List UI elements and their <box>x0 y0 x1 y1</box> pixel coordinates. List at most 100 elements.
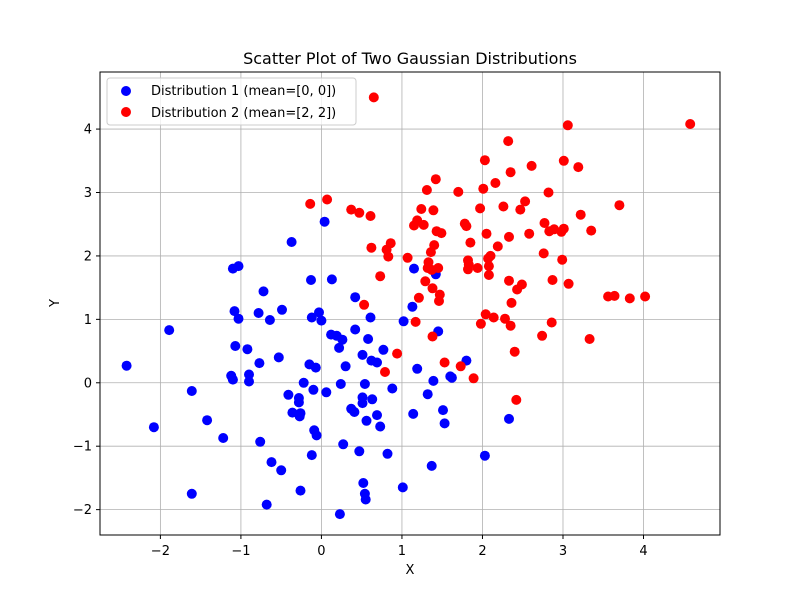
scatter-point-distribution-1 <box>227 374 238 385</box>
scatter-point-distribution-1 <box>334 509 345 520</box>
scatter-point-distribution-2 <box>375 271 386 282</box>
scatter-point-distribution-2 <box>480 309 491 320</box>
scatter-point-distribution-2 <box>430 174 441 185</box>
scatter-point-distribution-1 <box>372 357 382 368</box>
scatter-point-distribution-2 <box>439 357 450 368</box>
scatter-point-distribution-1 <box>337 334 348 345</box>
scatter-point-distribution-2 <box>420 276 431 287</box>
scatter-point-distribution-2 <box>359 299 370 310</box>
scatter-point-distribution-1 <box>242 344 253 355</box>
scatter-point-distribution-2 <box>492 241 503 252</box>
scatter-point-distribution-2 <box>504 231 514 242</box>
scatter-point-distribution-1 <box>357 349 368 360</box>
scatter-point-distribution-1 <box>258 286 269 297</box>
scatter-point-distribution-2 <box>465 237 476 248</box>
scatter-point-distribution-1 <box>164 325 175 336</box>
scatter-point-distribution-1 <box>439 418 450 429</box>
legend-label-distribution-2: Distribution 2 (mean=[2, 2]) <box>151 106 336 121</box>
plot-frame <box>99 71 721 536</box>
scatter-point-distribution-2 <box>475 318 486 329</box>
scatter-point-distribution-2 <box>383 251 394 262</box>
scatter-point-distribution-1 <box>408 408 419 419</box>
legend-marker-distribution-1 <box>121 86 131 96</box>
scatter-point-distribution-1 <box>382 448 393 459</box>
scatter-point-distribution-1 <box>375 421 386 432</box>
scatter-point-distribution-1 <box>326 274 337 285</box>
scatter-point-distribution-1 <box>321 387 332 398</box>
scatter-point-distribution-2 <box>575 209 586 220</box>
scatter-point-distribution-2 <box>586 225 597 236</box>
x-tick-label: −2 <box>151 544 170 559</box>
scatter-point-distribution-2 <box>413 292 424 303</box>
scatter-point-distribution-2 <box>468 373 479 384</box>
scatter-point-distribution-1 <box>306 275 316 285</box>
scatter-point-distribution-2 <box>402 252 413 263</box>
scatter-point-distribution-2 <box>505 320 516 331</box>
scatter-point-distribution-1 <box>349 407 360 417</box>
scatter-point-distribution-1 <box>286 237 297 247</box>
scatter-point-distribution-2 <box>547 275 558 285</box>
scatter-point-distribution-1 <box>367 394 378 405</box>
scatter-point-distribution-1 <box>354 446 365 457</box>
data-points <box>121 92 696 520</box>
legend-marker-distribution-2 <box>121 107 131 117</box>
scatter-point-distribution-2 <box>511 394 522 405</box>
scatter-point-distribution-2 <box>365 211 376 221</box>
y-tick-label: 4 <box>84 123 92 138</box>
y-tick-label: −2 <box>73 503 92 518</box>
scatter-point-distribution-2 <box>418 219 429 230</box>
scatter-point-distribution-1 <box>340 361 351 372</box>
scatter-point-distribution-2 <box>524 228 535 239</box>
scatter-point-distribution-2 <box>557 254 568 265</box>
y-tick-label: 2 <box>84 249 92 264</box>
scatter-point-distribution-2 <box>427 283 438 294</box>
scatter-point-distribution-1 <box>293 397 304 408</box>
scatter-point-distribution-1 <box>266 457 277 468</box>
scatter-point-distribution-2 <box>483 270 494 280</box>
scatter-point-distribution-1 <box>306 450 317 461</box>
scatter-point-distribution-1 <box>365 312 376 323</box>
scatter-point-distribution-2 <box>558 223 569 234</box>
scatter-point-distribution-2 <box>421 185 432 195</box>
scatter-point-distribution-2 <box>506 297 517 308</box>
scatter-point-distribution-1 <box>295 408 306 419</box>
scatter-point-distribution-2 <box>434 289 445 300</box>
scatter-point-distribution-1 <box>316 315 327 326</box>
scatter-point-distribution-1 <box>255 436 266 447</box>
scatter-point-distribution-1 <box>504 413 514 424</box>
chart-title: Scatter Plot of Two Gaussian Distributio… <box>243 49 577 68</box>
scatter-point-distribution-1 <box>372 410 382 421</box>
x-tick-label: 2 <box>478 544 486 559</box>
scatter-point-distribution-2 <box>526 160 537 171</box>
scatter-point-distribution-2 <box>429 240 440 251</box>
scatter-point-distribution-2 <box>509 346 520 357</box>
scatter-point-distribution-1 <box>426 460 437 471</box>
scatter-point-distribution-2 <box>428 205 439 216</box>
x-tick-label: 3 <box>559 544 567 559</box>
scatter-point-distribution-1 <box>319 216 330 227</box>
scatter-point-distribution-2 <box>368 92 379 103</box>
y-axis-ticks: −2 −1 0 1 2 3 4 <box>73 123 100 518</box>
scatter-point-distribution-2 <box>563 278 574 289</box>
scatter-point-distribution-1 <box>358 478 369 488</box>
scatter-point-distribution-2 <box>488 312 499 323</box>
scatter-point-distribution-1 <box>398 316 409 327</box>
scatter-point-distribution-1 <box>350 324 361 335</box>
scatter-point-distribution-2 <box>436 228 447 239</box>
scatter-point-distribution-2 <box>515 204 526 215</box>
scatter-point-distribution-2 <box>504 275 514 286</box>
scatter-point-distribution-1 <box>360 494 371 505</box>
scatter-point-distribution-2 <box>483 261 494 272</box>
scatter-point-distribution-1 <box>273 352 284 363</box>
scatter-point-distribution-1 <box>407 301 418 312</box>
scatter-point-distribution-1 <box>233 313 244 324</box>
scatter-point-distribution-1 <box>229 306 240 317</box>
scatter-point-distribution-2 <box>498 201 509 212</box>
scatter-point-distribution-2 <box>624 293 635 304</box>
scatter-point-distribution-1 <box>202 415 213 426</box>
scatter-point-distribution-2 <box>539 218 550 228</box>
scatter-point-distribution-2 <box>562 120 573 131</box>
scatter-point-distribution-2 <box>366 242 377 253</box>
scatter-point-distribution-1 <box>363 334 374 344</box>
